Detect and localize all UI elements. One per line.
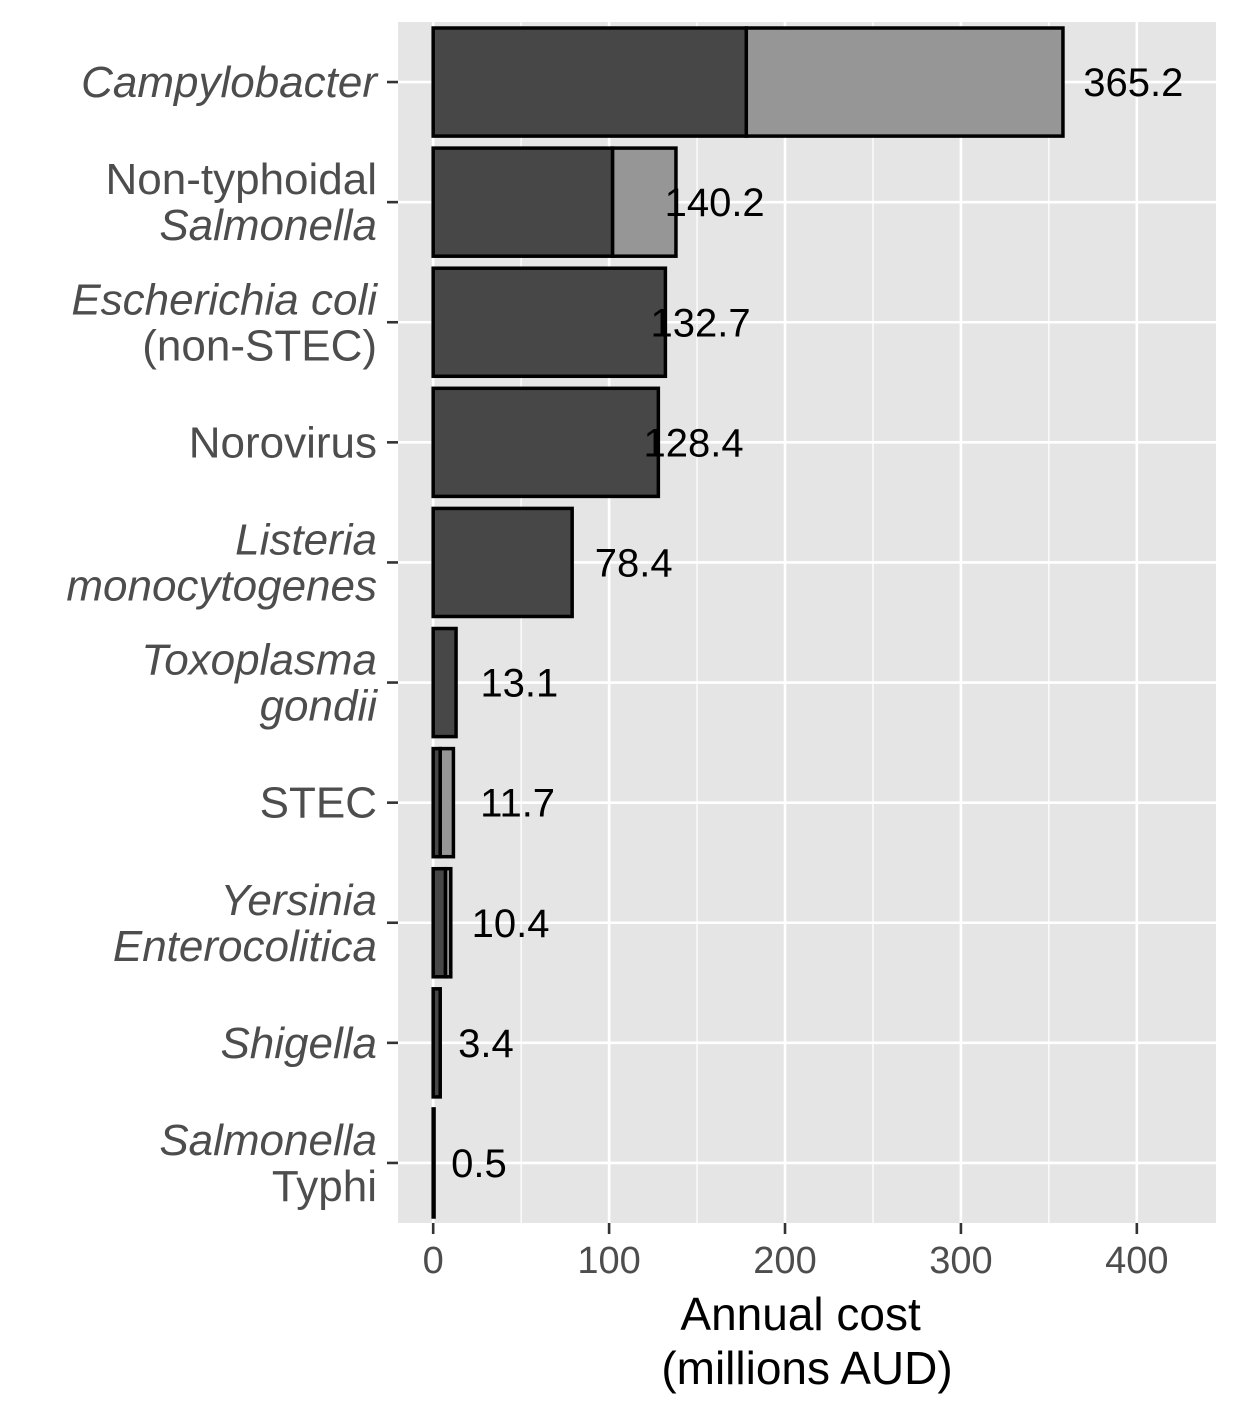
y-tick-label: Escherichia coli (non-STEC) bbox=[71, 275, 378, 370]
y-tick-label-line: Salmonella bbox=[159, 201, 377, 250]
bar-segment bbox=[610, 146, 678, 258]
data-label: 140.2 bbox=[665, 181, 765, 225]
y-tick-label: Yersinia Enterocolitica bbox=[113, 876, 377, 971]
bar-segment bbox=[744, 26, 1065, 138]
data-label: 11.7 bbox=[480, 782, 555, 826]
y-tick-label: Salmonella Typhi bbox=[159, 1116, 377, 1211]
y-tick-label: Listeria monocytogenes bbox=[66, 515, 377, 610]
bar-segment bbox=[431, 26, 749, 138]
bar-segment bbox=[431, 866, 448, 979]
y-tick-label-line: Listeria bbox=[235, 515, 377, 564]
x-axis-title: Annual cost (millions AUD) bbox=[661, 1288, 952, 1394]
bar-segment bbox=[431, 987, 442, 1099]
y-tick-label-line: (non-STEC) bbox=[142, 321, 377, 370]
x-tick-label: 0 bbox=[423, 1240, 444, 1282]
x-tick-label: 300 bbox=[929, 1240, 992, 1282]
bar-segment bbox=[431, 1107, 436, 1219]
y-tick-label: Norovirus bbox=[189, 418, 377, 467]
y-tick-label: Non-typhoidal Salmonella bbox=[106, 155, 378, 250]
x-axis-title-line-1: Annual cost bbox=[680, 1288, 921, 1340]
bar-segment bbox=[431, 506, 574, 619]
bar-segment bbox=[438, 746, 456, 859]
y-tick-label-line: STEC bbox=[260, 779, 377, 828]
x-tick-label: 400 bbox=[1105, 1240, 1168, 1282]
data-labels: 365.2 140.2 132.7 128.4 78.4 13.1 11.7 10.4 3.4 0… bbox=[451, 61, 1183, 1186]
data-label: 0.5 bbox=[451, 1142, 507, 1186]
y-tick-label-line: Yersinia bbox=[220, 876, 377, 925]
bar-segment bbox=[431, 626, 458, 739]
bar-segment bbox=[431, 266, 668, 379]
x-axis-title-line-2: (millions AUD) bbox=[661, 1342, 952, 1394]
y-tick-label-line: Enterocolitica bbox=[113, 922, 377, 971]
y-tick-label-line: Salmonella bbox=[159, 1116, 377, 1165]
y-tick-label: Campylobacter bbox=[81, 58, 379, 107]
data-label: 78.4 bbox=[595, 541, 673, 585]
x-tick-label: 200 bbox=[753, 1240, 816, 1282]
y-tick-label-line: Campylobacter bbox=[81, 58, 379, 107]
bar-segment bbox=[431, 386, 661, 499]
bars bbox=[431, 26, 1065, 1219]
y-tick-label: STEC bbox=[260, 779, 377, 828]
x-axis: 0 100 200 300 400 bbox=[423, 1223, 1169, 1282]
x-tick-label: 100 bbox=[577, 1240, 640, 1282]
y-tick-label-line: Escherichia coli bbox=[71, 275, 378, 324]
data-label: 3.4 bbox=[458, 1022, 514, 1066]
data-label: 13.1 bbox=[480, 662, 558, 706]
y-tick-label-line: monocytogenes bbox=[66, 561, 377, 610]
y-tick-label-line: Shigella bbox=[220, 1019, 377, 1068]
y-tick-label-line: Non-typhoidal bbox=[106, 155, 378, 204]
y-tick-label-line: gondii bbox=[260, 682, 379, 731]
bar-segment bbox=[443, 866, 453, 979]
data-label: 128.4 bbox=[643, 421, 743, 465]
y-tick-label-line: Norovirus bbox=[189, 418, 377, 467]
y-tick-label: Toxoplasma gondii bbox=[141, 636, 378, 731]
y-tick-label: Shigella bbox=[220, 1019, 377, 1068]
data-label: 10.4 bbox=[472, 902, 550, 946]
data-label: 132.7 bbox=[651, 301, 751, 345]
y-tick-label-line: Typhi bbox=[272, 1162, 377, 1211]
y-tick-label-line: Toxoplasma bbox=[141, 636, 377, 685]
data-label: 365.2 bbox=[1083, 61, 1183, 105]
bar-segment bbox=[431, 146, 615, 258]
